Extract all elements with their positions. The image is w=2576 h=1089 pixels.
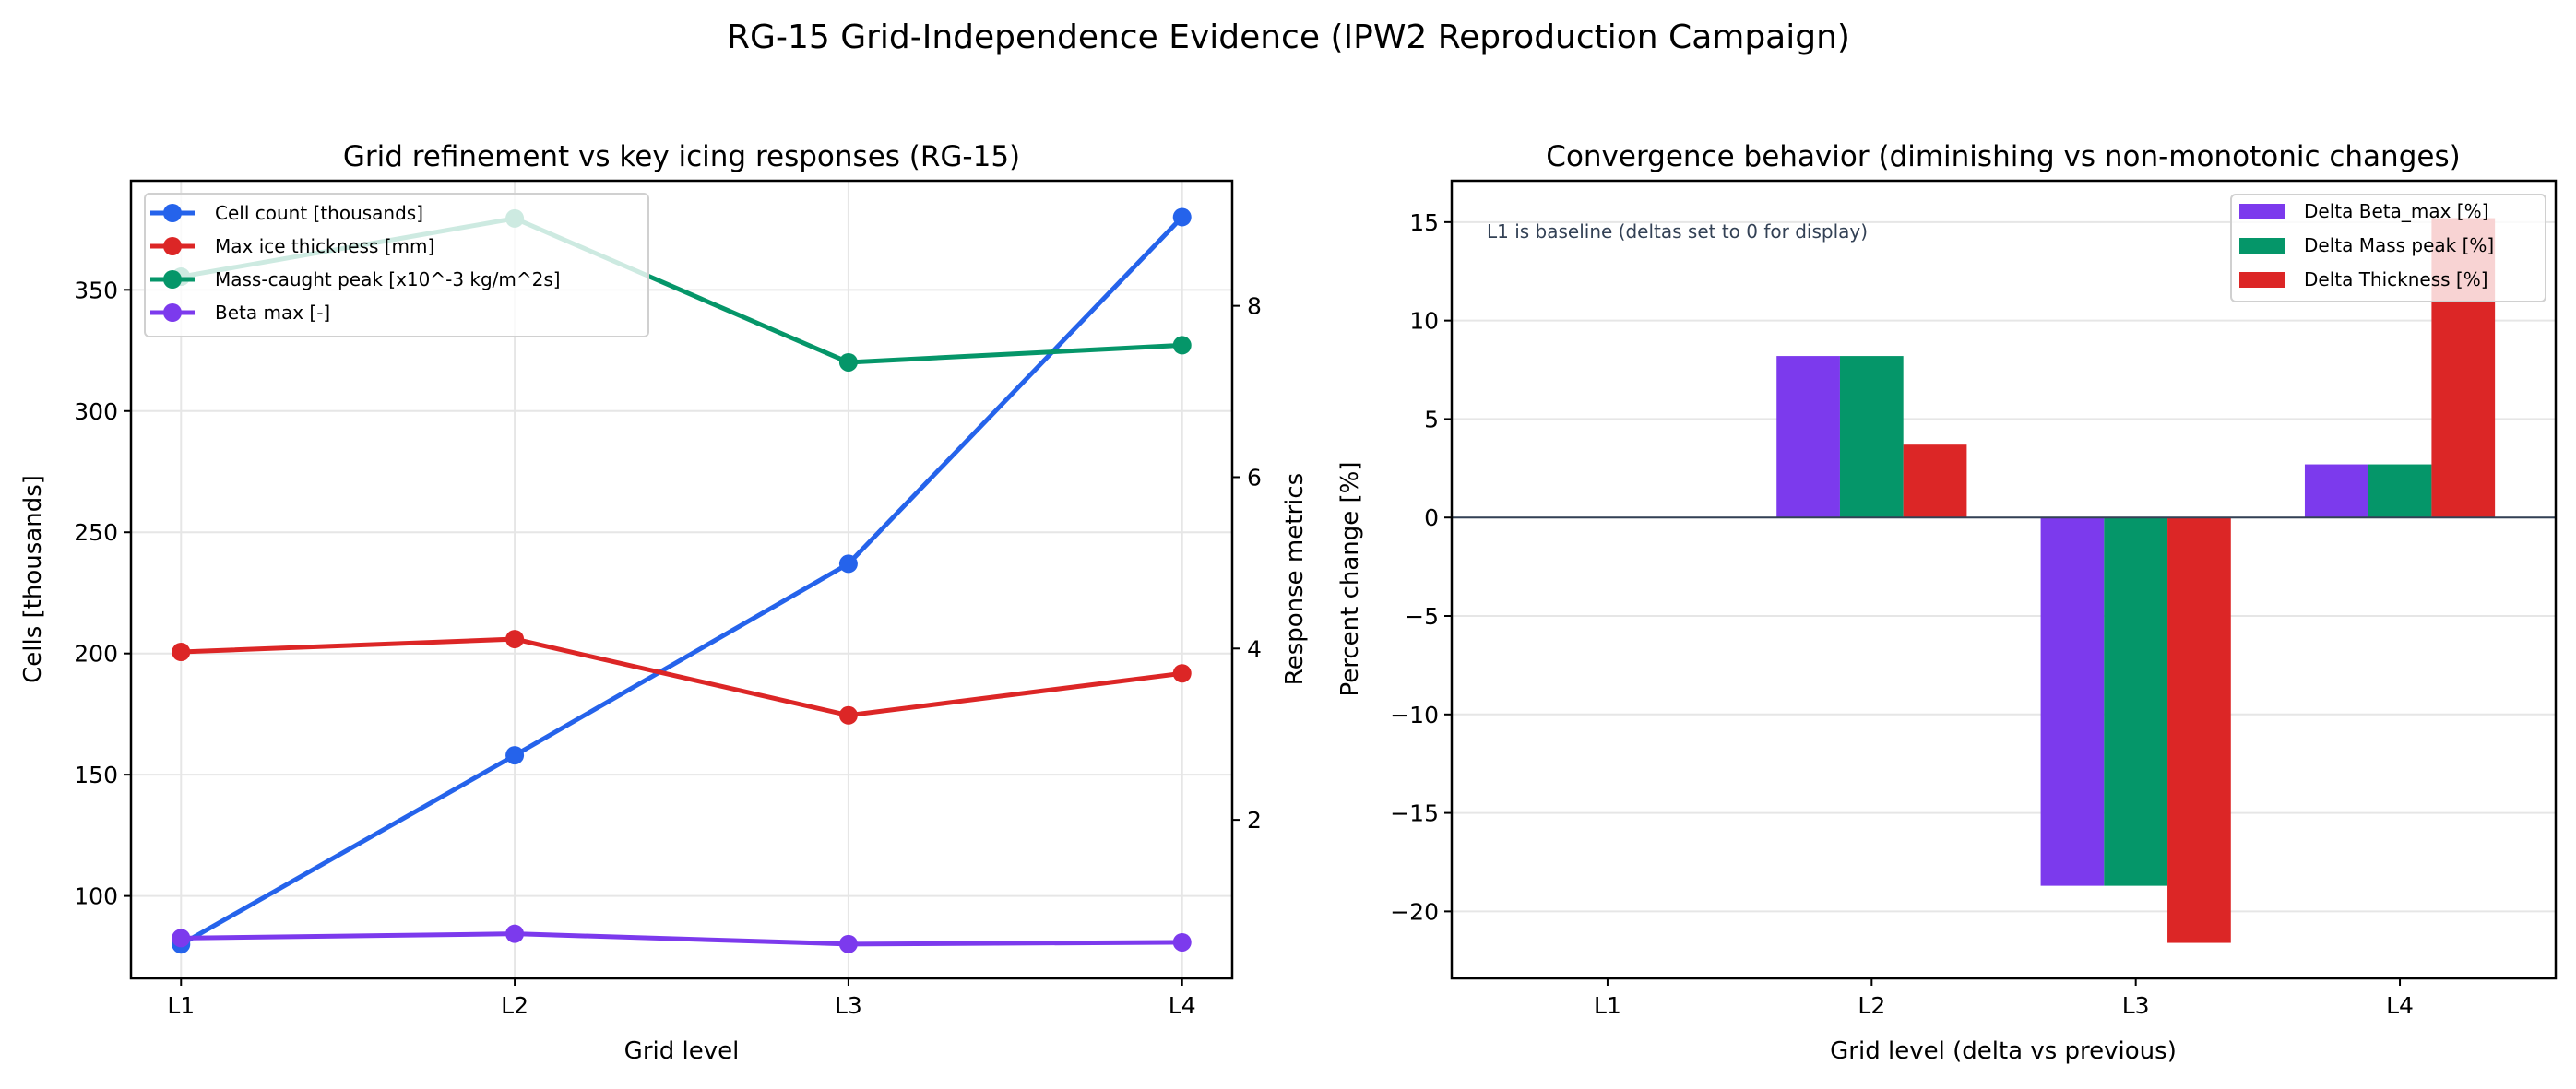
x-tick-label: L1 <box>1594 992 1621 1019</box>
legend-label: Delta Mass peak [%] <box>2304 234 2494 256</box>
legend: Cell count [thousands] Max ice thickness … <box>144 193 649 337</box>
data-point <box>838 934 858 953</box>
bar <box>2368 464 2432 518</box>
y-tick-label: 300 <box>74 398 118 425</box>
data-point <box>172 929 191 948</box>
legend-label: Delta Beta_max [%] <box>2304 200 2488 222</box>
legend-label: Cell count [thousands] <box>215 202 423 224</box>
right-chart: Convergence behavior (diminishing vs non… <box>1336 140 2558 1065</box>
x-tick-label: L2 <box>1858 992 1885 1019</box>
bar <box>2167 517 2231 943</box>
bar <box>2304 464 2368 518</box>
baseline-annotation: L1 is baseline (deltas set to 0 for disp… <box>1487 220 1868 243</box>
data-point <box>505 924 525 943</box>
legend-label: Mass-caught peak [x10^-3 kg/m^2s] <box>215 268 561 290</box>
x-tick-label: L2 <box>501 992 528 1019</box>
series-line <box>181 636 1183 718</box>
y-tick-label: −15 <box>1390 800 1439 827</box>
legend-box <box>144 193 649 337</box>
plot-frame <box>129 179 1234 980</box>
bar <box>2104 517 2168 886</box>
bar <box>1776 356 1840 518</box>
y-tick-label: 350 <box>74 277 118 303</box>
y-tick-label: 250 <box>74 519 118 546</box>
right-chart-title: Convergence behavior (diminishing vs non… <box>1546 140 2460 173</box>
right-y-tick-label: 8 <box>1247 293 1262 320</box>
left-x-axis-label: Grid level <box>624 1037 740 1065</box>
left-chart-title: Grid refinement vs key icing responses (… <box>343 140 1020 173</box>
series-line <box>180 215 1184 947</box>
data-point <box>838 705 858 725</box>
legend-swatch <box>2239 272 2285 288</box>
plot-frame <box>1450 179 2558 980</box>
data-point <box>505 746 525 765</box>
legend-marker <box>163 303 182 322</box>
y-tick-label: 10 <box>1409 308 1439 335</box>
bar <box>1903 444 1967 518</box>
data-point <box>838 352 858 372</box>
y-tick-label: 100 <box>74 883 118 910</box>
y-tick-label: −20 <box>1390 898 1439 925</box>
legend-label: Delta Thickness [%] <box>2304 268 2488 290</box>
data-point <box>1172 664 1192 683</box>
y-tick-label: 0 <box>1424 504 1439 531</box>
right-y-tick-label: 4 <box>1247 635 1262 662</box>
bar <box>1839 356 1904 518</box>
x-tick-label: L4 <box>2386 992 2414 1019</box>
figure-suptitle: RG-15 Grid-Independence Evidence (IPW2 R… <box>727 18 1850 56</box>
legend-marker <box>163 270 182 289</box>
data-point <box>838 554 858 574</box>
x-tick-label: L1 <box>167 992 195 1019</box>
y-tick-label: −10 <box>1390 702 1439 728</box>
data-point <box>505 630 525 649</box>
right-y-axis-label: Response metrics <box>1281 473 1309 685</box>
series-line <box>181 931 1182 947</box>
x-tick-label: L4 <box>1169 992 1196 1019</box>
data-point <box>172 643 191 662</box>
y-tick-label: 15 <box>1409 209 1439 236</box>
data-point <box>1172 336 1192 355</box>
bar <box>2040 517 2105 886</box>
legend-marker <box>163 204 182 222</box>
legend-marker <box>163 237 182 255</box>
legend-box <box>2230 194 2546 302</box>
legend: Delta Beta_max [%] Delta Mass peak [%] Del… <box>2230 194 2546 302</box>
y-tick-label: 200 <box>74 641 118 668</box>
x-tick-label: L3 <box>835 992 862 1019</box>
data-point <box>1172 207 1192 227</box>
y-tick-label: 150 <box>74 762 118 788</box>
right-x-axis-label: Grid level (delta vs previous) <box>1830 1037 2177 1065</box>
legend-label: Max ice thickness [mm] <box>215 235 434 257</box>
legend-swatch <box>2239 238 2285 254</box>
left-chart: Grid refinement vs key icing responses (… <box>19 140 1309 1065</box>
data-point <box>1172 932 1192 952</box>
right-y-tick-label: 2 <box>1247 807 1262 834</box>
y-tick-label: −5 <box>1405 603 1439 630</box>
right-chart-y-axis-label: Percent change [%] <box>1336 461 1364 696</box>
legend-label: Beta max [-] <box>215 302 330 324</box>
legend-swatch <box>2239 204 2285 219</box>
y-tick-label: 5 <box>1424 406 1439 432</box>
x-tick-label: L3 <box>2122 992 2150 1019</box>
left-y-axis-label: Cells [thousands] <box>19 475 47 683</box>
right-y-tick-label: 6 <box>1247 464 1262 491</box>
